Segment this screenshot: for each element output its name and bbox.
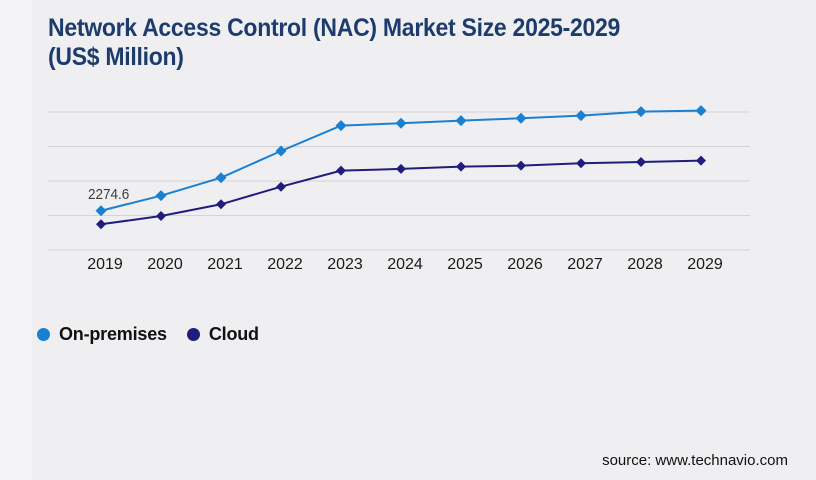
marker-cloud-2029 <box>696 155 706 166</box>
marker-on-premises-2026 <box>515 112 527 124</box>
marker-on-premises-2028 <box>635 106 647 118</box>
data-label-on-premises-2019: 2274.6 <box>88 186 130 203</box>
marker-cloud-2026 <box>516 160 526 171</box>
x-tick-label-2020: 2020 <box>147 256 183 273</box>
marker-on-premises-2021 <box>215 172 227 184</box>
panel-background <box>32 0 816 480</box>
legend-item-cloud[interactable]: Cloud <box>186 324 259 345</box>
legend-item-on-premises[interactable]: On-premises <box>37 324 167 345</box>
marker-cloud-2025 <box>456 161 466 172</box>
x-tick-label-2024: 2024 <box>387 256 423 273</box>
legend-marker-cloud-icon <box>186 328 200 341</box>
legend: On-premises Cloud <box>37 324 259 345</box>
marker-cloud-2028 <box>636 157 646 168</box>
marker-on-premises-2022 <box>275 145 287 157</box>
marker-on-premises-2020 <box>155 190 167 202</box>
marker-cloud-2023 <box>336 165 346 176</box>
legend-marker-on-premises-icon <box>37 328 50 341</box>
marker-on-premises-2025 <box>455 115 467 127</box>
x-tick-label-2025: 2025 <box>447 256 483 273</box>
marker-cloud-2020 <box>156 211 166 222</box>
marker-cloud-2019 <box>96 219 106 230</box>
marker-cloud-2027 <box>576 158 586 169</box>
source-attribution: source: www.technavio.com <box>602 452 788 469</box>
marker-cloud-2024 <box>396 163 406 174</box>
x-tick-label-2021: 2021 <box>207 256 243 273</box>
marker-on-premises-2023 <box>335 120 347 132</box>
x-tick-label-2019: 2019 <box>87 256 123 273</box>
x-tick-label-2023: 2023 <box>327 256 363 273</box>
marker-on-premises-2024 <box>395 117 407 129</box>
marker-on-premises-2029 <box>695 105 707 117</box>
marker-cloud-2021 <box>216 199 226 210</box>
marker-on-premises-2027 <box>575 110 587 122</box>
x-tick-label-2022: 2022 <box>267 256 303 273</box>
marker-on-premises-2019 <box>95 205 107 217</box>
chart-title-line1: Network Access Control (NAC) Market Size… <box>48 14 621 42</box>
legend-label-on-premises: On-premises <box>59 324 167 344</box>
x-tick-label-2029: 2029 <box>687 256 723 273</box>
x-tick-label-2028: 2028 <box>627 256 663 273</box>
marker-cloud-2022 <box>276 181 286 192</box>
chart-title-line2: (US$ Million) <box>48 43 184 71</box>
legend-label-cloud: Cloud <box>208 324 259 344</box>
x-tick-label-2026: 2026 <box>507 256 543 273</box>
x-tick-label-2027: 2027 <box>567 256 603 273</box>
chart-title: Network Access Control (NAC) Market Size… <box>48 14 720 72</box>
